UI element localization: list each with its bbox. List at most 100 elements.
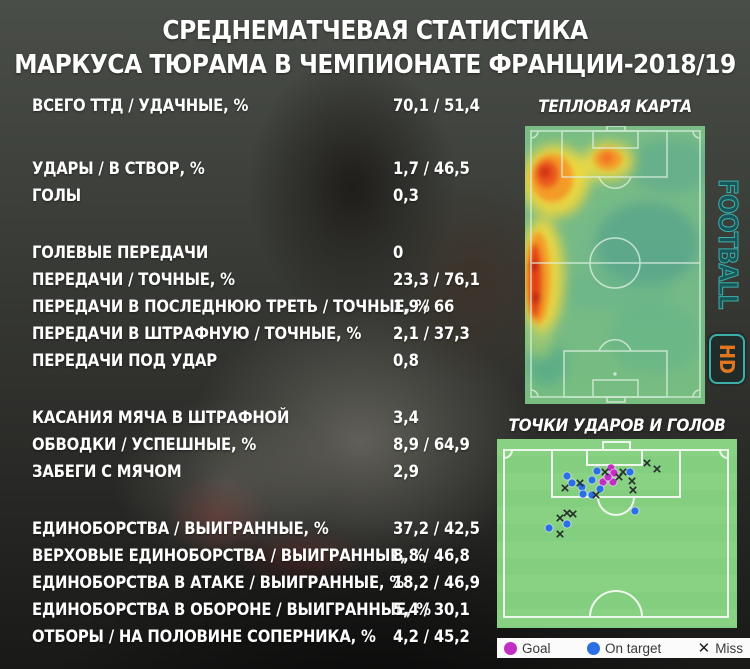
shot-point-on-target — [625, 467, 635, 477]
stat-label: ПЕРЕДАЧИ В ПОСЛЕДНЮЮ ТРЕТЬ / ТОЧНЫЕ, % — [32, 297, 430, 316]
page-title: СРЕДНЕМАТЧЕВАЯ СТАТИСТИКА МАРКУСА ТЮРАМА… — [0, 14, 750, 82]
shot-point-on-target — [630, 506, 640, 516]
stat-value: 5,4 / 30,1 — [393, 600, 470, 619]
legend-label-goal: Goal — [522, 640, 551, 656]
stat-group: ГОЛЕВЫЕ ПЕРЕДАЧИ 0 ПЕРЕДАЧИ / ТОЧНЫЕ, % 23,… — [32, 239, 492, 374]
stat-value: 1,9 / 66 — [393, 297, 455, 316]
stat-value: 0,8 — [393, 351, 419, 370]
shotmap-legend: Goal On target ✕ Miss — [497, 638, 750, 658]
stat-row: КАСАНИЯ МЯЧА В ШТРАФНОЙ 3,4 — [32, 404, 492, 431]
stat-label: ОТБОРЫ / НА ПОЛОВИНЕ СОПЕРНИКА, % — [32, 627, 376, 646]
shot-point-on-target — [578, 489, 588, 499]
shot-point-miss — [653, 465, 661, 473]
shot-point-miss — [615, 473, 623, 481]
shot-point-on-target — [595, 484, 605, 494]
hd-badge-label: HD — [715, 344, 739, 374]
legend-item-miss: ✕ Miss — [698, 641, 743, 656]
stat-value: 4,2 / 45,2 — [393, 627, 470, 646]
shot-point-miss — [563, 509, 571, 517]
miss-x-icon: ✕ — [697, 639, 711, 657]
shot-point-miss — [628, 477, 636, 485]
shot-point-miss — [569, 510, 577, 518]
stat-label: ЗАБЕГИ С МЯЧОМ — [32, 462, 182, 481]
stat-label: ГОЛЕВЫЕ ПЕРЕДАЧИ — [32, 243, 209, 262]
stat-value: 3,4 — [393, 408, 419, 427]
stat-value: 0 — [393, 243, 404, 262]
stat-label: ОБВОДКИ / УСПЕШНЫЕ, % — [32, 435, 257, 454]
shotmap-svg — [497, 439, 737, 628]
stat-value: 23,3 / 76,1 — [393, 270, 480, 289]
stat-row: ЕДИНОБОРСТВА В ОБОРОНЕ / ВЫИГРАННЫЕ, % 5,… — [32, 596, 492, 623]
stats-list: ВСЕГО ТТД / УДАЧНЫЕ, % 70,1 / 51,4 УДАРЫ /… — [32, 92, 492, 650]
stat-group: УДАРЫ / В СТВОР, % 1,7 / 46,5 ГОЛЫ 0,3 — [32, 155, 492, 209]
stat-value: 18,2 / 46,9 — [393, 573, 480, 592]
stat-label: УДАРЫ / В СТВОР, % — [32, 159, 205, 178]
title-line-1: СРЕДНЕМАТЧЕВАЯ СТАТИСТИКА — [162, 16, 588, 46]
title-line-2: МАРКУСА ТЮРАМА В ЧЕМПИОНАТЕ ФРАНЦИИ-2018… — [14, 50, 736, 80]
legend-label-on-target: On target — [604, 640, 662, 656]
stat-label: ЕДИНОБОРСТВА В АТАКЕ / ВЫИГРАННЫЕ, % — [32, 573, 405, 592]
legend-label-miss: Miss — [715, 640, 743, 656]
stat-row: ОТБОРЫ / НА ПОЛОВИНЕ СОПЕРНИКА, % 4,2 / 4… — [32, 623, 492, 650]
stat-label: ПЕРЕДАЧИ В ШТРАФНУЮ / ТОЧНЫЕ, % — [32, 324, 362, 343]
shot-point-miss — [556, 514, 564, 522]
shot-point-miss — [592, 491, 600, 499]
stat-row: ПЕРЕДАЧИ ПОД УДАР 0,8 — [32, 347, 492, 374]
shotmap-heading: ТОЧКИ УДАРОВ И ГОЛОВ — [508, 416, 726, 436]
stat-row: УДАРЫ / В СТВОР, % 1,7 / 46,5 — [32, 155, 492, 182]
stat-row: ВСЕГО ТТД / УДАЧНЫЕ, % 70,1 / 51,4 — [32, 92, 492, 119]
stat-value: 8,8 / 46,8 — [393, 546, 470, 565]
stat-group: ЕДИНОБОРСТВА / ВЫИГРАННЫЕ, % 37,2 / 42,5 В… — [32, 515, 492, 650]
heatmap-pitch — [520, 125, 712, 404]
shotmap-pitch — [497, 439, 737, 628]
stat-row: ЗАБЕГИ С МЯЧОМ 2,9 — [32, 458, 492, 485]
stat-label: ЕДИНОБОРСТВА В ОБОРОНЕ / ВЫИГРАННЫЕ, % — [32, 600, 431, 619]
shot-point-on-target — [587, 475, 597, 485]
stat-row: ВЕРХОВЫЕ ЕДИНОБОРСТВА / ВЫИГРАННЫЕ, % 8,8… — [32, 542, 492, 569]
stat-value: 2,1 / 37,3 — [393, 324, 470, 343]
stat-group: ВСЕГО ТТД / УДАЧНЫЕ, % 70,1 / 51,4 — [32, 92, 492, 119]
watermark-text: FOOTBALL — [712, 179, 743, 309]
stat-value: 2,9 — [393, 462, 419, 481]
watermark: FOOTBALL HD — [707, 160, 747, 384]
stat-label: ВЕРХОВЫЕ ЕДИНОБОРСТВА / ВЫИГРАННЫЕ, % — [32, 546, 426, 565]
shot-point-miss — [601, 468, 609, 476]
stat-value: 70,1 / 51,4 — [393, 96, 480, 115]
stat-row: ОБВОДКИ / УСПЕШНЫЕ, % 8,9 / 64,9 — [32, 431, 492, 458]
stat-value: 1,7 / 46,5 — [393, 159, 470, 178]
shot-point-miss — [643, 459, 651, 467]
on-target-dot-icon — [586, 641, 600, 655]
hd-badge: HD — [709, 334, 745, 384]
stat-row: ЕДИНОБОРСТВА В АТАКЕ / ВЫИГРАННЫЕ, % 18,2… — [32, 569, 492, 596]
shot-point-on-target — [544, 523, 554, 533]
shot-point-on-target — [562, 519, 572, 529]
heatmap-heading: ТЕПЛОВАЯ КАРТА — [538, 97, 692, 117]
stat-label: ЕДИНОБОРСТВА / ВЫИГРАННЫЕ, % — [32, 519, 329, 538]
stat-label: ПЕРЕДАЧИ / ТОЧНЫЕ, % — [32, 270, 235, 289]
shot-point-on-target — [567, 478, 577, 488]
heatmap-svg — [520, 125, 712, 404]
stat-row: ПЕРЕДАЧИ / ТОЧНЫЕ, % 23,3 / 76,1 — [32, 266, 492, 293]
legend-item-on-target: On target — [586, 640, 662, 656]
stat-row: ПЕРЕДАЧИ В ШТРАФНУЮ / ТОЧНЫЕ, % 2,1 / 37,… — [32, 320, 492, 347]
stat-label: КАСАНИЯ МЯЧА В ШТРАФНОЙ — [32, 408, 290, 427]
stat-label: ГОЛЫ — [32, 186, 81, 205]
shot-point-goal — [603, 472, 613, 482]
stat-value: 0,3 — [393, 186, 419, 205]
legend-item-goal: Goal — [504, 641, 551, 656]
stat-row: ГОЛЫ 0,3 — [32, 182, 492, 209]
stat-value: 8,9 / 64,9 — [393, 435, 470, 454]
stat-label: ВСЕГО ТТД / УДАЧНЫЕ, % — [32, 96, 249, 115]
shot-point-miss — [556, 530, 564, 538]
goal-dot-icon — [504, 641, 517, 655]
stat-value: 37,2 / 42,5 — [393, 519, 480, 538]
stat-row: ПЕРЕДАЧИ В ПОСЛЕДНЮЮ ТРЕТЬ / ТОЧНЫЕ, % 1,… — [32, 293, 492, 320]
stat-row: ЕДИНОБОРСТВА / ВЫИГРАННЫЕ, % 37,2 / 42,5 — [32, 515, 492, 542]
shot-point-on-target — [592, 466, 602, 476]
stat-row: ГОЛЕВЫЕ ПЕРЕДАЧИ 0 — [32, 239, 492, 266]
shot-point-on-target — [562, 471, 572, 481]
shot-point-miss — [629, 486, 637, 494]
stat-group: КАСАНИЯ МЯЧА В ШТРАФНОЙ 3,4 ОБВОДКИ / УСПЕ… — [32, 404, 492, 485]
stat-label: ПЕРЕДАЧИ ПОД УДАР — [32, 351, 217, 370]
